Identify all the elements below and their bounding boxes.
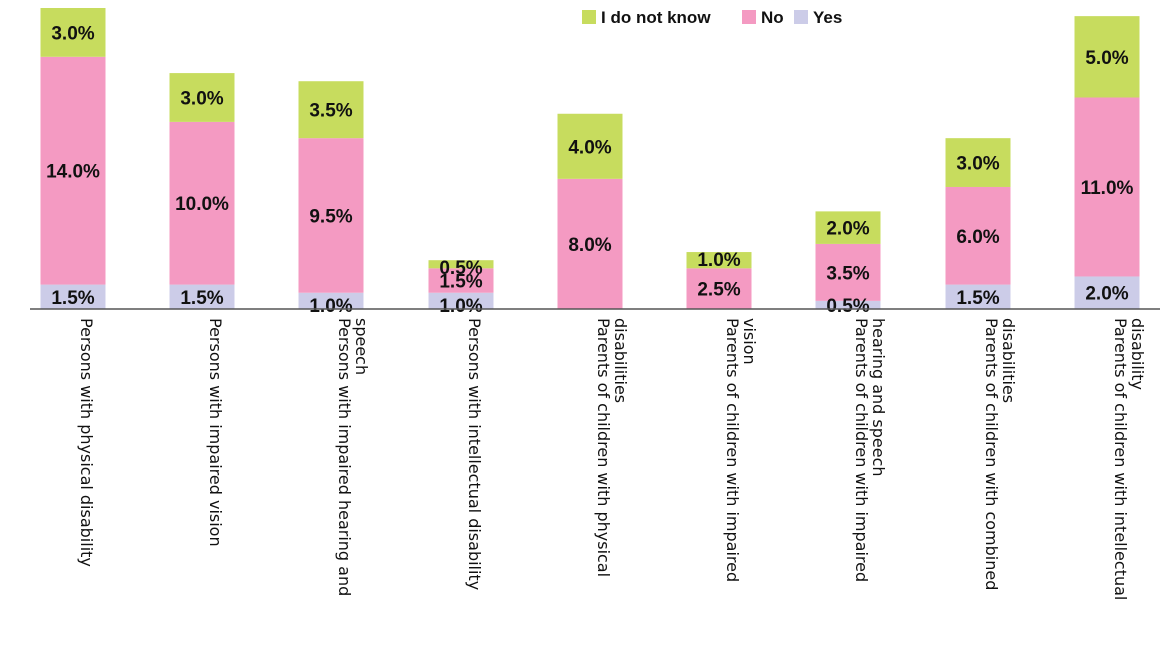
value-label: 1.0% bbox=[697, 250, 740, 271]
bar-segment-yes-3 bbox=[298, 292, 364, 309]
value-label: 2.5% bbox=[697, 280, 740, 301]
bar-segment-no-7 bbox=[815, 243, 881, 301]
value-label: 1.5% bbox=[439, 272, 482, 293]
category-label-1: Persons with physical disability bbox=[77, 318, 96, 567]
bar-segment-yes-7 bbox=[815, 300, 881, 309]
bars-group bbox=[40, 8, 1140, 309]
bar-segment-no-1 bbox=[40, 56, 106, 285]
legend-swatch-yes bbox=[794, 10, 808, 24]
category-label-line: speech bbox=[352, 318, 371, 375]
bar-segment-i-do-not-know-9 bbox=[1074, 16, 1140, 98]
value-label: 3.0% bbox=[956, 154, 999, 175]
bar-segment-i-do-not-know-3 bbox=[298, 81, 364, 139]
category-label-line: Parents of children with impaired bbox=[723, 318, 742, 582]
value-label: 1.5% bbox=[51, 288, 94, 309]
category-label-5: Parents of children with physicaldisabil… bbox=[594, 318, 630, 577]
value-label: 2.0% bbox=[826, 219, 869, 240]
value-label: 5.0% bbox=[1085, 48, 1128, 69]
category-label-8: Parents of children with combineddisabil… bbox=[982, 318, 1018, 590]
value-label: 8.0% bbox=[568, 235, 611, 256]
category-label-line: Parents of children with impaired bbox=[852, 318, 871, 582]
value-label: 9.5% bbox=[309, 206, 352, 227]
value-label: 1.0% bbox=[439, 296, 482, 317]
category-label-line: Persons with physical disability bbox=[77, 318, 96, 567]
category-labels-group: Persons with physical disability Persons … bbox=[77, 318, 1147, 600]
category-label-line: Persons with impaired vision bbox=[206, 318, 225, 547]
legend-label-no: No bbox=[761, 8, 784, 27]
value-label: 11.0% bbox=[1081, 178, 1134, 199]
category-label-line: hearing and speech bbox=[869, 318, 888, 477]
value-label: 1.0% bbox=[309, 296, 352, 317]
category-label-4: Persons with intellectual disability bbox=[465, 318, 484, 590]
value-label: 2.0% bbox=[1085, 284, 1128, 305]
bar-segment-yes-9 bbox=[1074, 276, 1140, 309]
category-label-line: Persons with intellectual disability bbox=[465, 318, 484, 590]
category-label-line: Persons with impaired hearing and bbox=[335, 318, 354, 596]
bar-segment-i-do-not-know-2 bbox=[169, 73, 235, 122]
category-label-line: Parents of children with combined bbox=[982, 318, 1001, 590]
bar-segment-i-do-not-know-7 bbox=[815, 211, 881, 244]
category-label-9: Parents of children with intellectualdis… bbox=[1111, 318, 1147, 600]
value-label: 0.5% bbox=[826, 296, 869, 317]
value-label: 6.0% bbox=[956, 227, 999, 248]
bar-segment-no-5 bbox=[557, 178, 623, 309]
value-label: 1.5% bbox=[180, 288, 223, 309]
category-label-7: Parents of children with impairedhearing… bbox=[852, 318, 888, 582]
category-label-line: disabilities bbox=[611, 318, 630, 403]
bar-segment-yes-2 bbox=[169, 284, 235, 309]
bar-segment-no-2 bbox=[169, 121, 235, 285]
category-label-line: vision bbox=[740, 318, 759, 365]
bar-segment-i-do-not-know-6 bbox=[686, 252, 752, 269]
bar-segment-no-4 bbox=[428, 268, 494, 293]
bar-segment-i-do-not-know-5 bbox=[557, 113, 623, 179]
legend: I do not know No Yes bbox=[582, 8, 842, 27]
value-label: 4.0% bbox=[568, 137, 611, 158]
legend-label-i-do-not-know: I do not know bbox=[601, 8, 711, 27]
legend-label-yes: Yes bbox=[813, 8, 842, 27]
bar-segment-i-do-not-know-8 bbox=[945, 138, 1011, 187]
value-labels-group: 1.5% 14.0% 3.0% 1.5% 10.0% 3.0% 1.0% 9.5% 3.5% 1.… bbox=[46, 23, 1133, 317]
value-label: 14.0% bbox=[46, 162, 100, 183]
bar-segment-i-do-not-know-4 bbox=[428, 260, 494, 269]
bar-segment-yes-8 bbox=[945, 284, 1011, 309]
bar-segment-no-8 bbox=[945, 186, 1011, 285]
legend-swatch-no bbox=[742, 10, 756, 24]
bar-segment-no-9 bbox=[1074, 97, 1140, 277]
value-label: 3.0% bbox=[180, 88, 223, 109]
bar-segment-i-do-not-know-1 bbox=[40, 8, 106, 57]
category-label-line: Parents of children with intellectual bbox=[1111, 318, 1130, 600]
bar-segment-no-6 bbox=[686, 268, 752, 309]
legend-swatch-i-do-not-know bbox=[582, 10, 596, 24]
value-label: 3.5% bbox=[309, 101, 352, 122]
value-label: 3.5% bbox=[826, 263, 869, 284]
value-label: 10.0% bbox=[175, 194, 229, 215]
value-label: 3.0% bbox=[51, 23, 94, 44]
category-label-line: disabilities bbox=[999, 318, 1018, 403]
bar-segment-no-3 bbox=[298, 138, 364, 293]
value-label: 1.5% bbox=[956, 288, 999, 309]
value-label: 0.5% bbox=[439, 258, 482, 279]
category-label-line: Parents of children with physical bbox=[594, 318, 613, 577]
category-label-2: Persons with impaired vision bbox=[206, 318, 225, 547]
category-label-line: disability bbox=[1128, 318, 1147, 390]
bar-segment-yes-1 bbox=[40, 284, 106, 309]
bar-segment-yes-4 bbox=[428, 292, 494, 309]
